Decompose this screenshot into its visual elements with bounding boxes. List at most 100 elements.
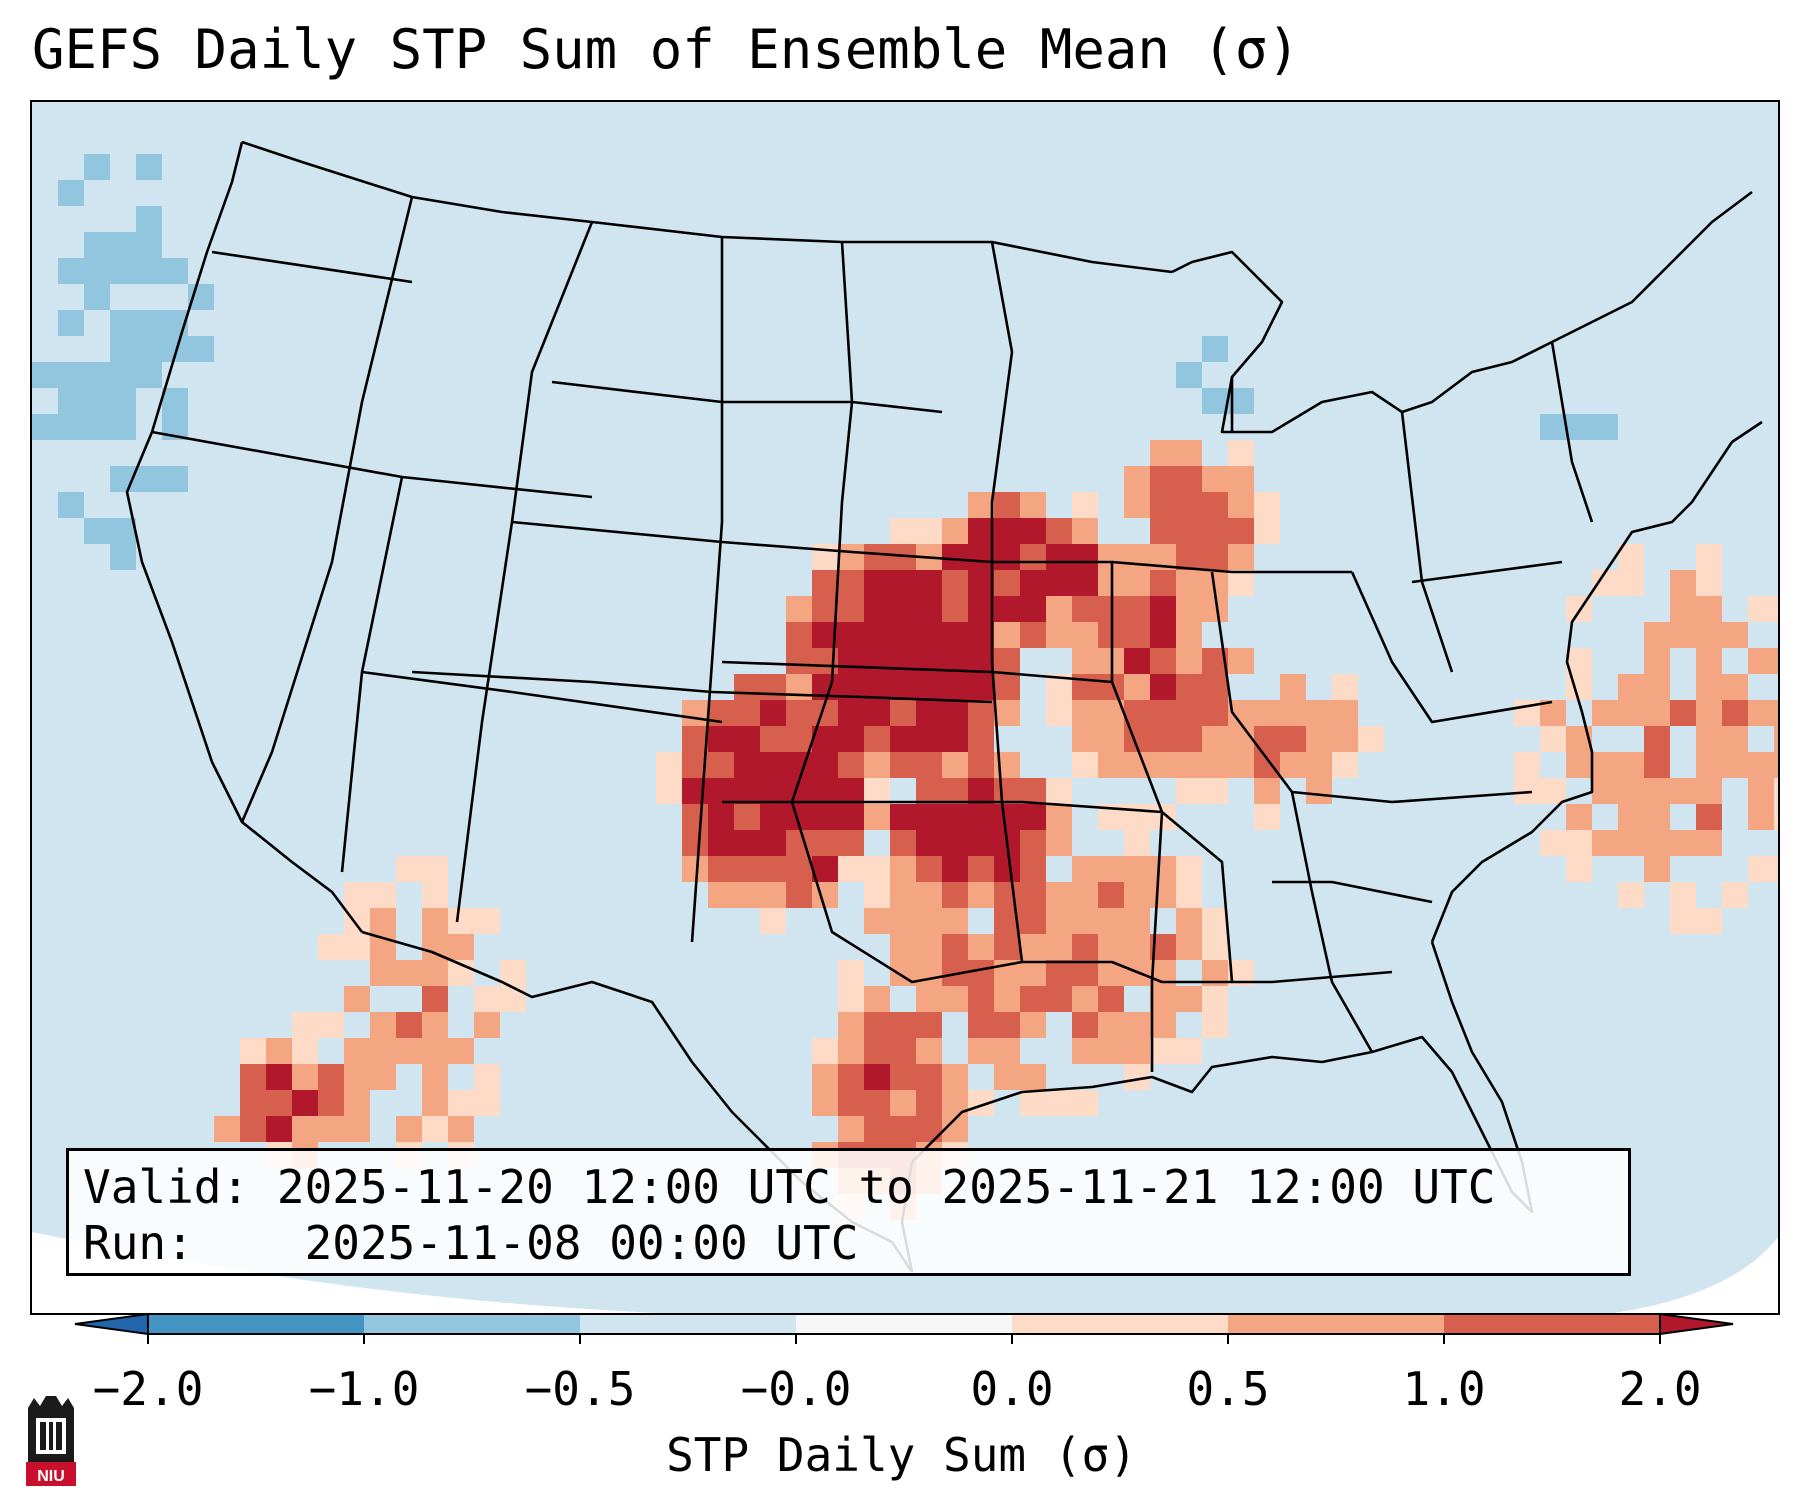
niu-logo: NIU bbox=[26, 1396, 76, 1486]
stp-cell bbox=[1124, 804, 1150, 830]
stp-cell bbox=[1202, 336, 1228, 362]
stp-cell bbox=[1124, 674, 1150, 700]
stp-cell bbox=[136, 154, 162, 180]
stp-cell bbox=[864, 648, 890, 674]
stp-cell bbox=[1254, 700, 1280, 726]
stp-cell bbox=[708, 882, 734, 908]
stp-cell bbox=[1540, 726, 1566, 752]
stp-cell bbox=[110, 362, 136, 388]
stp-cell bbox=[1046, 700, 1072, 726]
stp-cell bbox=[1202, 726, 1228, 752]
stp-cell bbox=[1254, 752, 1280, 778]
stp-cell bbox=[162, 466, 188, 492]
stp-cell bbox=[890, 934, 916, 960]
stp-cell bbox=[370, 1012, 396, 1038]
stp-cell bbox=[396, 960, 422, 986]
chart-title: GEFS Daily STP Sum of Ensemble Mean (σ) bbox=[32, 18, 1300, 81]
stp-cell bbox=[1176, 674, 1202, 700]
stp-cell bbox=[1566, 674, 1592, 700]
stp-cell bbox=[1124, 622, 1150, 648]
stp-cell bbox=[1592, 700, 1618, 726]
stp-cell bbox=[1098, 1012, 1124, 1038]
colorbar-tick-label: 2.0 bbox=[1618, 1362, 1702, 1416]
stp-cell bbox=[994, 648, 1020, 674]
stp-cell bbox=[916, 1090, 942, 1116]
stp-cell bbox=[1020, 518, 1046, 544]
stp-cell bbox=[292, 1012, 318, 1038]
stp-cell bbox=[292, 1116, 318, 1142]
stp-cell bbox=[1592, 778, 1618, 804]
stp-cell bbox=[344, 986, 370, 1012]
stp-cell bbox=[968, 596, 994, 622]
stp-cell bbox=[1072, 570, 1098, 596]
west-coast-line bbox=[125, 141, 364, 933]
stp-cell bbox=[1046, 778, 1072, 804]
map-panel[interactable] bbox=[30, 100, 1780, 1315]
stp-cell bbox=[1670, 778, 1696, 804]
stp-cell bbox=[734, 778, 760, 804]
stp-cell bbox=[1176, 934, 1202, 960]
stp-cell bbox=[1280, 726, 1306, 752]
stp-cell bbox=[1748, 700, 1774, 726]
stp-cell bbox=[942, 830, 968, 856]
state-line bbox=[992, 560, 1352, 574]
stp-cell bbox=[1176, 856, 1202, 882]
stp-cell bbox=[890, 570, 916, 596]
stp-cell bbox=[916, 1012, 942, 1038]
state-line bbox=[211, 250, 413, 284]
stp-cell bbox=[1696, 674, 1722, 700]
stp-cell bbox=[1722, 726, 1748, 752]
stp-cell bbox=[916, 856, 942, 882]
stp-cell bbox=[1176, 440, 1202, 466]
stp-cell bbox=[1644, 648, 1670, 674]
stp-cell bbox=[942, 700, 968, 726]
stp-cell bbox=[1176, 492, 1202, 518]
east-coast-line bbox=[1430, 420, 1763, 943]
stp-cell bbox=[994, 622, 1020, 648]
stp-cell bbox=[1072, 752, 1098, 778]
stp-cell bbox=[1644, 726, 1670, 752]
stp-cell bbox=[370, 1038, 396, 1064]
stp-cell bbox=[968, 492, 994, 518]
stp-cell bbox=[838, 1116, 864, 1142]
stp-cell bbox=[994, 856, 1020, 882]
stp-cell bbox=[994, 518, 1020, 544]
stp-cell bbox=[1124, 752, 1150, 778]
stp-cell bbox=[422, 1012, 448, 1038]
stp-cell bbox=[344, 934, 370, 960]
stp-cell bbox=[1124, 882, 1150, 908]
stp-cell bbox=[1696, 700, 1722, 726]
stp-cell bbox=[1176, 700, 1202, 726]
stp-cell bbox=[474, 1064, 500, 1090]
stp-cell bbox=[942, 908, 968, 934]
stp-cell bbox=[916, 1064, 942, 1090]
stp-cell bbox=[682, 726, 708, 752]
stp-cell bbox=[1202, 466, 1228, 492]
stp-cell bbox=[1124, 908, 1150, 934]
state-line bbox=[240, 196, 414, 823]
stp-cell bbox=[890, 1012, 916, 1038]
stp-cell bbox=[1046, 908, 1072, 934]
stp-cell bbox=[1150, 596, 1176, 622]
stp-cell bbox=[1072, 986, 1098, 1012]
stp-cell bbox=[422, 960, 448, 986]
colorbar-extend-high bbox=[1659, 1312, 1734, 1336]
stp-cell bbox=[1202, 778, 1228, 804]
stp-cell bbox=[344, 1064, 370, 1090]
stp-cell bbox=[1644, 856, 1670, 882]
stp-cell bbox=[474, 986, 500, 1012]
colorbar-tick-label: 1.0 bbox=[1402, 1362, 1486, 1416]
run-value: 2025-11-08 00:00 UTC bbox=[304, 1216, 859, 1270]
stp-cell bbox=[1722, 882, 1748, 908]
stp-cell bbox=[890, 700, 916, 726]
stp-cell bbox=[162, 258, 188, 284]
state-line bbox=[1110, 562, 1234, 983]
stp-cell bbox=[916, 596, 942, 622]
stp-cell bbox=[110, 310, 136, 336]
stp-cell bbox=[994, 570, 1020, 596]
stp-cell bbox=[812, 1090, 838, 1116]
stp-cell bbox=[136, 310, 162, 336]
stp-cell bbox=[734, 726, 760, 752]
stp-cell bbox=[448, 934, 474, 960]
stp-cell bbox=[1098, 1038, 1124, 1064]
